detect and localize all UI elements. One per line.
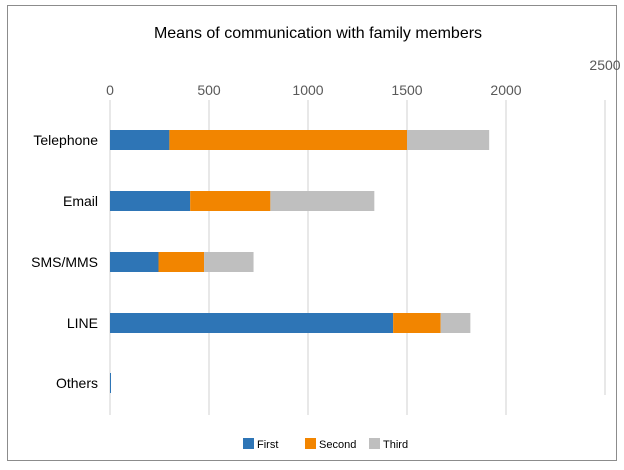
legend: First Second Third [243,438,408,451]
bar-first-smsmms [110,252,159,272]
bar-second-telephone [169,130,407,150]
chart-title: Means of communication with family membe… [154,25,482,42]
legend-swatch-first [243,438,254,449]
bar-third-telephone [407,130,490,150]
y-category-label: Email [63,193,98,209]
bar-first-telephone [110,130,170,150]
x-tick-label: 1500 [391,82,422,98]
x-tick-label: 2500 [589,57,620,73]
x-axis-ticks: 0 500 1000 1500 2000 2500 [106,57,621,98]
x-tick-label: 500 [197,82,221,98]
y-category-label: SMS/MMS [31,254,98,270]
legend-label-second: Second [319,439,356,451]
legend-label-third: Third [383,439,408,451]
bar-first-others [110,373,111,393]
x-tick-label: 0 [106,82,114,98]
y-axis-categories: Telephone Email SMS/MMS LINE Others [31,132,98,391]
y-category-label: Others [56,375,98,391]
bar-second-email [190,191,271,211]
legend-swatch-third [369,438,380,449]
bar-third-email [270,191,375,211]
legend-swatch-second [305,438,316,449]
bar-second-line [393,313,441,333]
legend-label-first: First [257,439,278,451]
chart-frame [7,5,617,461]
bars [110,130,490,393]
bar-third-line [440,313,471,333]
bar-first-email [110,191,191,211]
y-category-label: Telephone [33,132,98,148]
bar-second-smsmms [158,252,205,272]
x-tick-label: 2000 [490,82,521,98]
gridlines [109,100,606,415]
bar-first-line [110,313,394,333]
bar-third-smsmms [204,252,254,272]
x-tick-label: 1000 [292,82,323,98]
y-category-label: LINE [67,315,98,331]
